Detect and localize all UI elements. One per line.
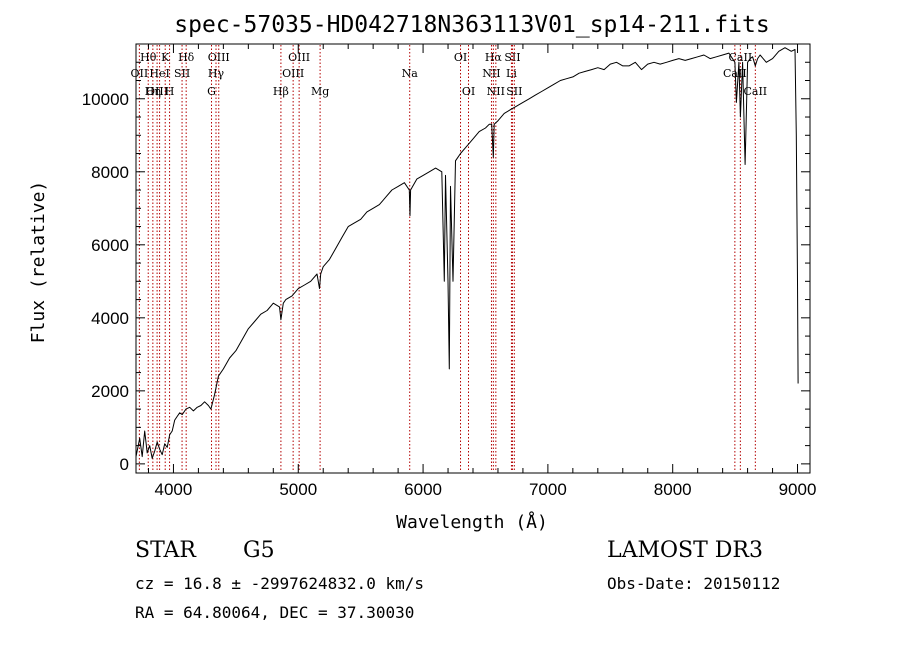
y-tick-label-10000: 10000 [82,90,129,109]
line-marker-label-13: OIII [282,67,304,80]
line-marker-label-4: HeI [149,67,169,80]
chart-title: spec-57035-HD042718N363113V01_sp14-211.f… [174,12,769,38]
y-axis-label: Flux (relative) [28,181,49,344]
line-marker-label-7: SII [174,67,190,80]
line-marker-label-23: NII [487,85,505,98]
y-tick-label-8000: 8000 [91,163,129,182]
obs-date: Obs-Date: 20150112 [607,574,781,593]
line-marker-label-9: OIII [208,51,230,64]
line-marker-label-21: NII [482,67,500,80]
y-tick-label-4000: 4000 [91,309,129,328]
y-tick-label-0: 0 [120,455,129,474]
object-class: STAR [135,538,196,563]
line-marker-label-12: OIII [288,51,310,64]
axes: 4000 5000 6000 7000 8000 9000 0 2000 4000 6000 800… [82,43,817,499]
x-tick-label-8000: 8000 [654,480,692,499]
line-marker-label-17: OI [454,51,467,64]
x-tick-label-7000: 7000 [529,480,567,499]
line-marker-label-1: OII [131,67,149,80]
line-marker-label-15: Mg [311,85,329,98]
series-group [135,47,799,459]
y-tick-label-2000: 2000 [91,382,129,401]
line-marker-label-24: SII [506,85,522,98]
survey-name: LAMOST DR3 [607,538,763,563]
line-marker-label-11: G [207,85,216,98]
line-marker-label-19: Hα [485,51,503,64]
series-line-spectrum [135,47,799,459]
line-marker-label-16: Na [402,67,419,80]
ra-dec-readout: RA = 64.80064, DEC = 37.30030 [135,603,415,622]
line-marker-label-0: Hθ [140,51,157,64]
line-marker-label-14: Hβ [273,85,289,98]
x-tick-label-6000: 6000 [404,480,442,499]
line-marker-label-22: Li [506,67,517,80]
line-marker-label-10: Hγ [208,67,225,80]
line-marker-label-27: CaII [743,85,767,98]
line-marker-label-20: SII [504,51,520,64]
redshift-readout: cz = 16.8 ± -2997624832.0 km/s [135,574,424,593]
x-tick-label-4000: 4000 [155,480,193,499]
line-marker-label-2: OIII [146,85,168,98]
x-tick-label-5000: 5000 [279,480,317,499]
plot-frame [135,43,811,474]
line-marker-label-18: OI [462,85,475,98]
subclass: G5 [243,538,275,563]
x-axis-label: Wavelength (Å) [396,511,548,533]
line-marker-label-3: K [161,51,170,64]
x-tick-label-9000: 9000 [779,480,817,499]
line-marker-label-8: H [165,85,175,98]
line-marker-label-6: Hδ [178,51,195,64]
line-marker-label-5: Hη [145,85,161,98]
spectrum-chart: spec-57035-HD042718N363113V01_sp14-211.f… [28,12,817,533]
y-tick-label-6000: 6000 [91,236,129,255]
